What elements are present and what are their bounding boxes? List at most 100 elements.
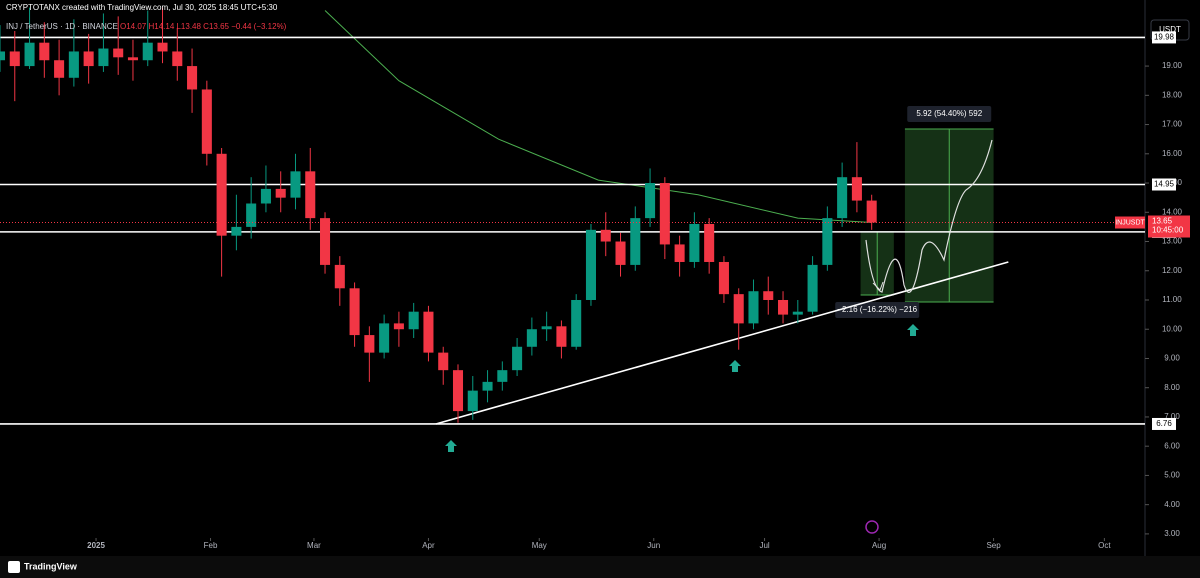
measure-label: 5.92 (54.40%) 592 xyxy=(916,109,982,118)
candle-body xyxy=(571,299,582,347)
arrow-icons xyxy=(445,324,919,452)
candle-body xyxy=(718,261,729,295)
candle-body xyxy=(645,183,656,219)
candle-body xyxy=(423,311,434,353)
x-tick-label: Oct xyxy=(1098,541,1111,550)
candle-body xyxy=(201,89,212,154)
candle-body xyxy=(763,291,774,300)
y-tick-label: 18.00 xyxy=(1162,90,1183,99)
symbol-badge xyxy=(1115,216,1145,229)
y-tick-label: 6.00 xyxy=(1164,441,1180,450)
candle-body xyxy=(512,346,523,371)
header-text: CRYPTOTANX created with TradingView.com,… xyxy=(6,3,278,12)
candle-body xyxy=(187,66,198,90)
candle-body xyxy=(349,288,360,336)
candle-body xyxy=(526,329,537,347)
candle-body xyxy=(733,294,744,324)
y-tick-label: 3.00 xyxy=(1164,529,1180,538)
y-tick-label: 16.00 xyxy=(1162,149,1183,158)
x-tick-label: Feb xyxy=(204,541,218,550)
x-tick-label: Apr xyxy=(422,541,435,550)
currency-label[interactable]: USDT xyxy=(1159,25,1181,34)
candle-body xyxy=(320,218,331,265)
y-tick-label: 5.00 xyxy=(1164,471,1180,480)
x-tick-label: May xyxy=(532,541,547,550)
candle-body xyxy=(482,381,493,391)
candle-body xyxy=(290,171,301,198)
moving-average xyxy=(324,10,872,224)
level-label-box xyxy=(1152,31,1176,44)
candle-body xyxy=(379,323,390,353)
y-tick-label: 4.00 xyxy=(1164,500,1180,509)
candle-body xyxy=(615,241,626,265)
level-label: 6.76 xyxy=(1156,419,1172,428)
up-arrow xyxy=(445,440,457,452)
footer-bar xyxy=(0,556,1200,578)
candle-body xyxy=(556,326,567,347)
candle-body xyxy=(216,153,227,236)
candle-body xyxy=(541,326,552,330)
candle-body xyxy=(748,291,759,324)
candle-body xyxy=(113,48,124,58)
last-price-box xyxy=(1148,215,1190,238)
candle-body xyxy=(54,60,65,78)
symbol-badge-label: INJUSDT xyxy=(1115,219,1145,226)
symbol-text: INJ / TetherUS · 1D · BINANCE xyxy=(6,22,118,31)
y-tick-label: 12.00 xyxy=(1162,266,1183,275)
level-label-box xyxy=(1152,178,1176,191)
candle-body xyxy=(275,188,286,198)
candle-body xyxy=(24,42,35,67)
projected-arrow xyxy=(872,281,884,291)
legend-values: O14.07 H14.14 L13.48 C13.65 −0.44 (−3.12… xyxy=(120,22,287,31)
x-tick-label: Mar xyxy=(307,541,321,550)
candle-body xyxy=(851,177,862,201)
candle-body xyxy=(837,177,848,219)
candle-body xyxy=(83,51,94,67)
y-tick-label: 11.00 xyxy=(1162,295,1182,304)
y-tick-label: 17.00 xyxy=(1162,120,1183,129)
candle-body xyxy=(467,390,478,412)
x-tick-label: 2025 xyxy=(87,541,105,550)
candle-body xyxy=(585,229,596,300)
candle-body xyxy=(438,352,449,371)
y-tick-label: 13.00 xyxy=(1162,237,1183,246)
level-label: 19.98 xyxy=(1154,33,1175,42)
candle-body xyxy=(408,311,419,330)
candle-body xyxy=(246,203,257,227)
y-tick-label: 7.00 xyxy=(1164,412,1180,421)
up-arrow xyxy=(729,360,741,372)
x-tick-label: Aug xyxy=(872,541,886,550)
candle-body xyxy=(866,200,877,223)
y-tick-label: 14.00 xyxy=(1162,207,1183,216)
candle-body xyxy=(172,51,183,67)
candle-body xyxy=(0,51,6,61)
y-tick-label: 10.00 xyxy=(1162,324,1183,333)
candle-body xyxy=(630,218,641,265)
y-tick-label: 8.00 xyxy=(1164,383,1180,392)
footer-text: TradingView xyxy=(24,561,78,571)
candle-body xyxy=(98,48,109,67)
projected-path xyxy=(865,139,993,293)
y-tick-label: 9.00 xyxy=(1164,354,1180,363)
candle-body xyxy=(497,370,508,382)
level-label: 14.95 xyxy=(1154,180,1175,189)
candle-body xyxy=(659,183,670,245)
x-tick-label: Jun xyxy=(647,541,660,550)
level-label-box xyxy=(1152,417,1176,430)
candle-body xyxy=(364,335,375,353)
last-price-label: 13.65 xyxy=(1152,217,1173,226)
measure-label-box xyxy=(907,105,992,122)
candle-body xyxy=(704,223,715,262)
measure-label: −2.16 (−16.22%) −216 xyxy=(837,305,917,314)
x-tick-label: Sep xyxy=(986,541,1001,550)
candle-body xyxy=(674,244,685,262)
candle-body xyxy=(305,171,316,219)
candle-body xyxy=(142,42,153,61)
event-icon xyxy=(865,520,879,534)
candle-body xyxy=(39,42,50,61)
up-arrow xyxy=(907,324,919,336)
candle-body xyxy=(334,264,345,289)
candle-body xyxy=(231,226,242,236)
